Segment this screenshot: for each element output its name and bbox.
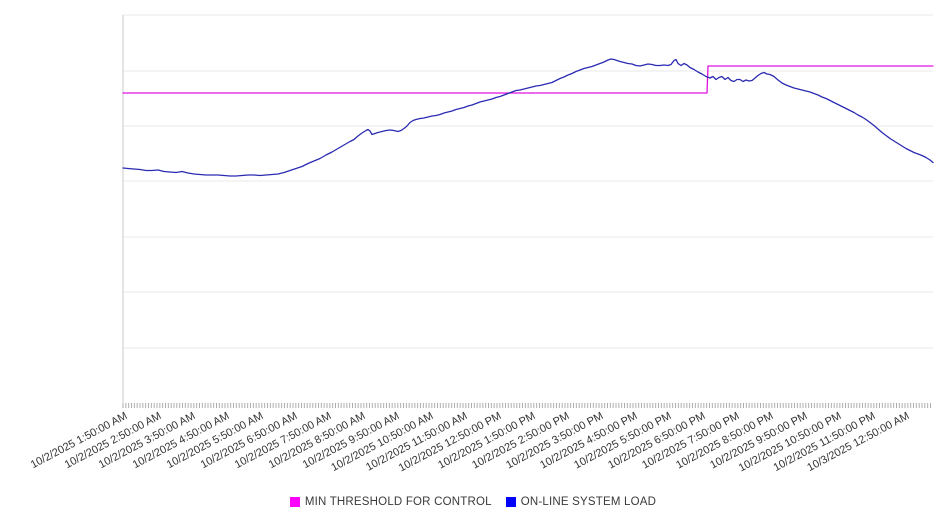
legend-label-online-system-load: ON-LINE SYSTEM LOAD	[520, 496, 657, 508]
series-line-1	[122, 58, 934, 177]
legend-item-min-threshold[interactable]: MIN THRESHOLD FOR CONTROL	[289, 496, 492, 508]
legend-swatch-magenta-icon	[289, 497, 300, 507]
series-line-0	[122, 65, 934, 94]
legend-item-online-system-load[interactable]: ON-LINE SYSTEM LOAD	[505, 496, 657, 508]
legend-swatch-blue-icon	[505, 497, 516, 507]
legend-label-min-threshold: MIN THRESHOLD FOR CONTROL	[304, 496, 492, 508]
chart-legend: MIN THRESHOLD FOR CONTROL ON-LINE SYSTEM…	[0, 496, 946, 508]
